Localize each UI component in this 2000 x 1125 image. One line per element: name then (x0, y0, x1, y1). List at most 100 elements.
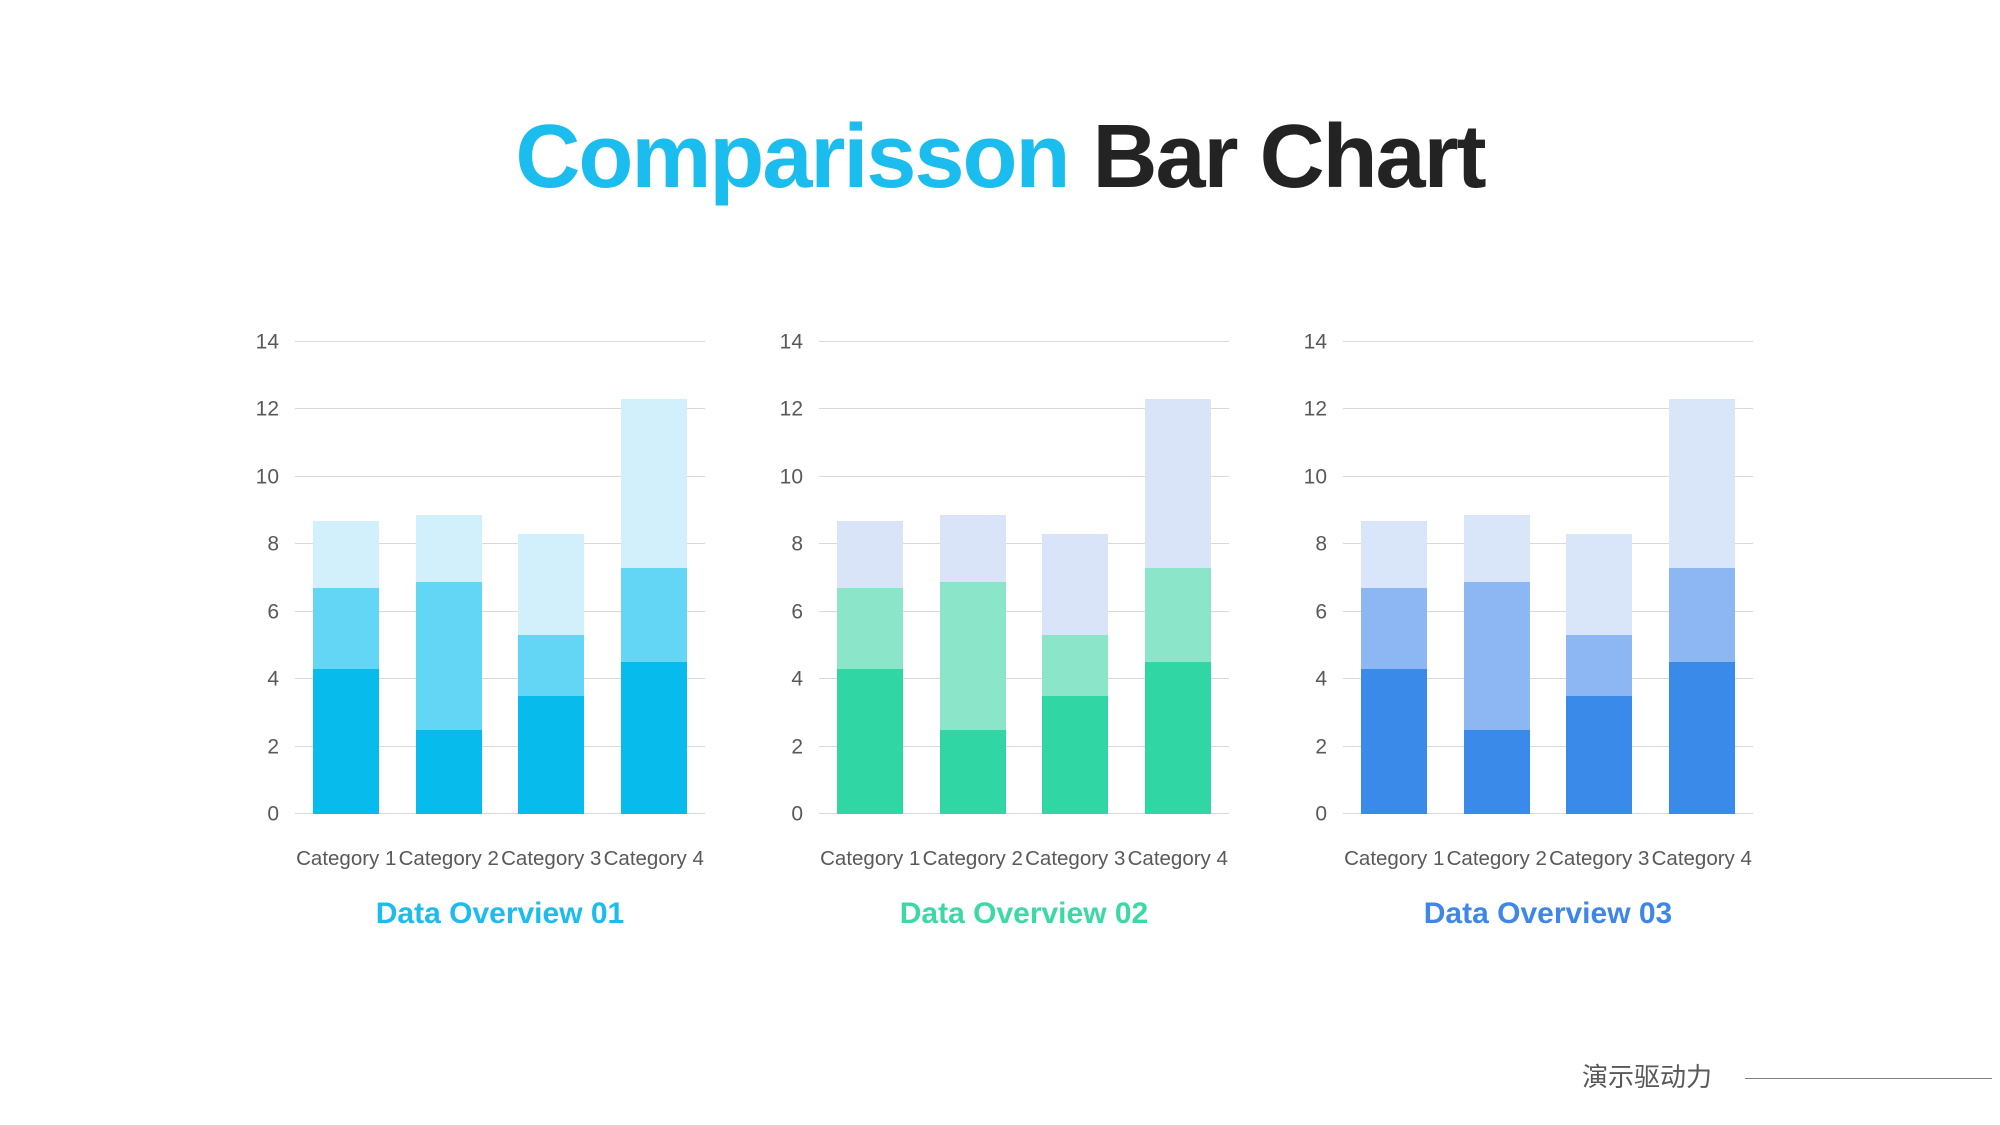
bar-segment-bottom-segment (1144, 662, 1211, 814)
gridline (295, 543, 705, 544)
bars-layer (1343, 342, 1753, 814)
stacked-bar (1463, 515, 1530, 814)
y-axis-tick-label: 14 (779, 330, 803, 354)
bar-segment-middle-segment (939, 582, 1006, 730)
y-axis-tick-label: 12 (1303, 397, 1327, 421)
bar-segment-middle-segment (1566, 635, 1633, 696)
gridline (1343, 408, 1753, 409)
y-axis-tick-label: 8 (267, 532, 279, 556)
x-axis-labels: Category 1 Category 2 Category 3 Category 4 (819, 847, 1229, 871)
bar-slot (1548, 342, 1651, 814)
plot-area (1343, 341, 1753, 814)
gridline (819, 341, 1229, 342)
bar-segment-bottom-segment (1463, 730, 1530, 814)
x-axis-labels: Category 1 Category 2 Category 3 Category 4 (295, 847, 705, 871)
plot-area (295, 341, 705, 814)
bar-segment-top-segment (415, 515, 482, 582)
bar-segment-middle-segment (518, 635, 585, 696)
bar-segment-bottom-segment (1668, 662, 1735, 814)
bars-layer (295, 342, 705, 814)
x-axis-category-label: Category 2 (922, 847, 1023, 870)
stacked-bar (1566, 534, 1633, 814)
footer: 演示驱动力 (1582, 1060, 1992, 1094)
chart-panel-1: 0 2 4 6 8 10 12 14 Category 1 Category 2 Category … (247, 332, 705, 931)
bar-slot (398, 342, 501, 814)
bar-slot (500, 342, 603, 814)
y-axis-tick-label: 6 (267, 600, 279, 624)
bar-segment-middle-segment (1144, 568, 1211, 662)
bar-slot (1127, 342, 1230, 814)
gridline (819, 611, 1229, 612)
stacked-bar (415, 515, 482, 814)
y-axis-tick-label: 12 (255, 397, 279, 421)
bar-segment-middle-segment (837, 588, 904, 669)
bar-segment-middle-segment (1668, 568, 1735, 662)
bar-slot (1024, 342, 1127, 814)
stacked-bar (1668, 399, 1735, 814)
bar-segment-top-segment (837, 521, 904, 588)
bar-segment-bottom-segment (620, 662, 687, 814)
gridline (819, 543, 1229, 544)
y-axis-tick-label: 4 (267, 667, 279, 691)
bar-segment-top-segment (1463, 515, 1530, 582)
gridline (1343, 341, 1753, 342)
chart-caption: Data Overview 01 (375, 897, 625, 930)
gridline (819, 678, 1229, 679)
bar-slot (1446, 342, 1549, 814)
x-axis-labels: Category 1 Category 2 Category 3 Category 4 (1343, 847, 1753, 871)
y-axis-tick-label: 6 (1315, 600, 1327, 624)
footer-brand-text: 演示驱动力 (1581, 1062, 1712, 1092)
x-axis-category-label: Category 4 (1127, 847, 1228, 870)
bar-slot (819, 342, 922, 814)
plot-area (819, 341, 1229, 814)
y-axis-tick-label: 12 (779, 397, 803, 421)
y-axis-tick-label: 6 (791, 600, 803, 624)
gridline (295, 746, 705, 747)
gridline (819, 813, 1229, 814)
bar-segment-bottom-segment (313, 669, 380, 814)
bar-segment-top-segment (313, 521, 380, 588)
y-axis-tick-label: 2 (267, 735, 279, 759)
bar-segment-top-segment (1361, 521, 1428, 588)
bar-segment-middle-segment (415, 582, 482, 730)
gridline (295, 408, 705, 409)
bar-segment-bottom-segment (1566, 696, 1633, 814)
bar-segment-top-segment (1668, 399, 1735, 568)
x-axis-category-label: Category 2 (398, 847, 499, 870)
y-axis-tick-label: 14 (1303, 330, 1327, 354)
bar-segment-top-segment (1144, 399, 1211, 568)
gridline (1343, 543, 1753, 544)
gridline (819, 408, 1229, 409)
plot-area-wrap: 0 2 4 6 8 10 12 14 (771, 332, 1229, 825)
gridline (295, 813, 705, 814)
x-axis-category-label: Category 2 (1446, 847, 1547, 870)
bars-layer (819, 342, 1229, 814)
gridline (1343, 476, 1753, 477)
y-axis-tick-label: 4 (791, 667, 803, 691)
y-axis-tick-label: 0 (267, 802, 279, 826)
y-axis-tick-label: 0 (1315, 802, 1327, 826)
bar-segment-top-segment (939, 515, 1006, 582)
y-axis-tick-label: 8 (791, 532, 803, 556)
bar-segment-top-segment (1042, 534, 1109, 635)
gridline (295, 611, 705, 612)
plot-area-wrap: 0 2 4 6 8 10 12 14 (1295, 332, 1753, 825)
stacked-bar (620, 399, 687, 814)
x-axis-category-label: Category 1 (296, 847, 397, 870)
stacked-bar (313, 521, 380, 814)
gridline (819, 746, 1229, 747)
y-axis-tick-label: 0 (791, 802, 803, 826)
y-axis-tick-label: 4 (1315, 667, 1327, 691)
bar-segment-bottom-segment (518, 696, 585, 814)
slide-title-rest: Bar Chart (1092, 107, 1487, 207)
bar-segment-bottom-segment (1042, 696, 1109, 814)
bar-segment-top-segment (518, 534, 585, 635)
stacked-bar (1144, 399, 1211, 814)
x-axis-category-label: Category 4 (603, 847, 704, 870)
y-axis-tick-label: 10 (255, 465, 279, 489)
y-axis-tick-label: 2 (1315, 735, 1327, 759)
bar-segment-middle-segment (1361, 588, 1428, 669)
bar-segment-middle-segment (1042, 635, 1109, 696)
stacked-bar (1361, 521, 1428, 814)
bar-segment-middle-segment (1463, 582, 1530, 730)
